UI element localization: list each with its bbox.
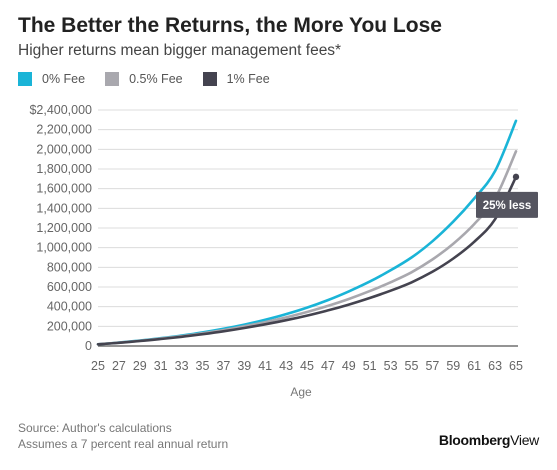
legend-item-1-fee: 1% Fee — [202, 72, 270, 86]
x-tick-label: 53 — [384, 359, 398, 373]
y-tick-label: 800,000 — [47, 260, 92, 274]
y-tick-label: 600,000 — [47, 280, 92, 294]
x-tick-label: 45 — [300, 359, 314, 373]
x-tick-label: 25 — [91, 359, 105, 373]
y-tick-label: 1,400,000 — [36, 201, 92, 215]
legend-label-0-5-fee: 0.5% Fee — [129, 72, 183, 86]
source-note: Source: Author's calculations — [18, 421, 172, 435]
x-tick-label: 33 — [175, 359, 189, 373]
x-tick-label: 59 — [446, 359, 460, 373]
y-tick-label: 1,200,000 — [36, 221, 92, 235]
x-tick-label: 31 — [154, 359, 168, 373]
x-tick-label: 27 — [112, 359, 126, 373]
annotation-label: 25% less — [483, 200, 532, 212]
y-tick-label: 1,800,000 — [36, 162, 92, 176]
x-tick-label: 63 — [488, 359, 502, 373]
x-tick-label: 37 — [216, 359, 230, 373]
legend-label-1-fee: 1% Fee — [226, 72, 270, 86]
x-tick-label: 55 — [405, 359, 419, 373]
y-tick-label: 2,200,000 — [36, 123, 92, 137]
legend-swatch-0-5-fee — [105, 72, 120, 86]
y-tick-label: 1,600,000 — [36, 182, 92, 196]
x-tick-label: 43 — [279, 359, 293, 373]
brand-logo-primary: Bloomberg — [438, 432, 511, 448]
annotation-box — [476, 191, 538, 218]
x-tick-label: 57 — [425, 359, 439, 373]
y-tick-label: 2,000,000 — [36, 142, 92, 156]
legend: 0% Fee 0.5% Fee 1% Fee — [18, 72, 290, 86]
legend-item-0-5-fee: 0.5% Fee — [105, 72, 183, 86]
y-tick-label: 0 — [85, 339, 92, 353]
legend-item-0-fee: 0% Fee — [18, 72, 85, 86]
legend-swatch-1-fee — [202, 72, 217, 86]
series-line-1-fee — [96, 175, 518, 346]
legend-label-0-fee: 0% Fee — [42, 72, 86, 86]
x-tick-label: 29 — [133, 359, 147, 373]
brand-logo-secondary: View — [510, 432, 539, 448]
y-tick-label: $2,400,000 — [29, 103, 92, 117]
x-tick-label: 47 — [321, 359, 335, 373]
chart-title: The Better the Returns, the More You Los… — [18, 14, 442, 37]
y-tick-label: 1,000,000 — [36, 241, 92, 255]
x-tick-label: 49 — [342, 359, 356, 373]
chart-subtitle: Higher returns mean bigger management fe… — [18, 42, 342, 59]
x-tick-label: 35 — [196, 359, 210, 373]
annotation-marker — [512, 173, 520, 181]
x-axis-label: Age — [290, 385, 312, 399]
assumption-note: Assumes a 7 percent real annual return — [18, 437, 229, 451]
y-tick-label: 200,000 — [47, 319, 92, 333]
x-tick-label: 65 — [509, 359, 523, 373]
legend-swatch-0-fee — [18, 72, 32, 86]
y-tick-label: 400,000 — [47, 300, 92, 314]
brand-logo: BloombergView — [439, 432, 539, 448]
x-tick-label: 41 — [258, 359, 272, 373]
x-tick-label: 39 — [237, 359, 251, 373]
x-tick-label: 61 — [467, 359, 481, 373]
x-tick-label: 51 — [363, 359, 377, 373]
